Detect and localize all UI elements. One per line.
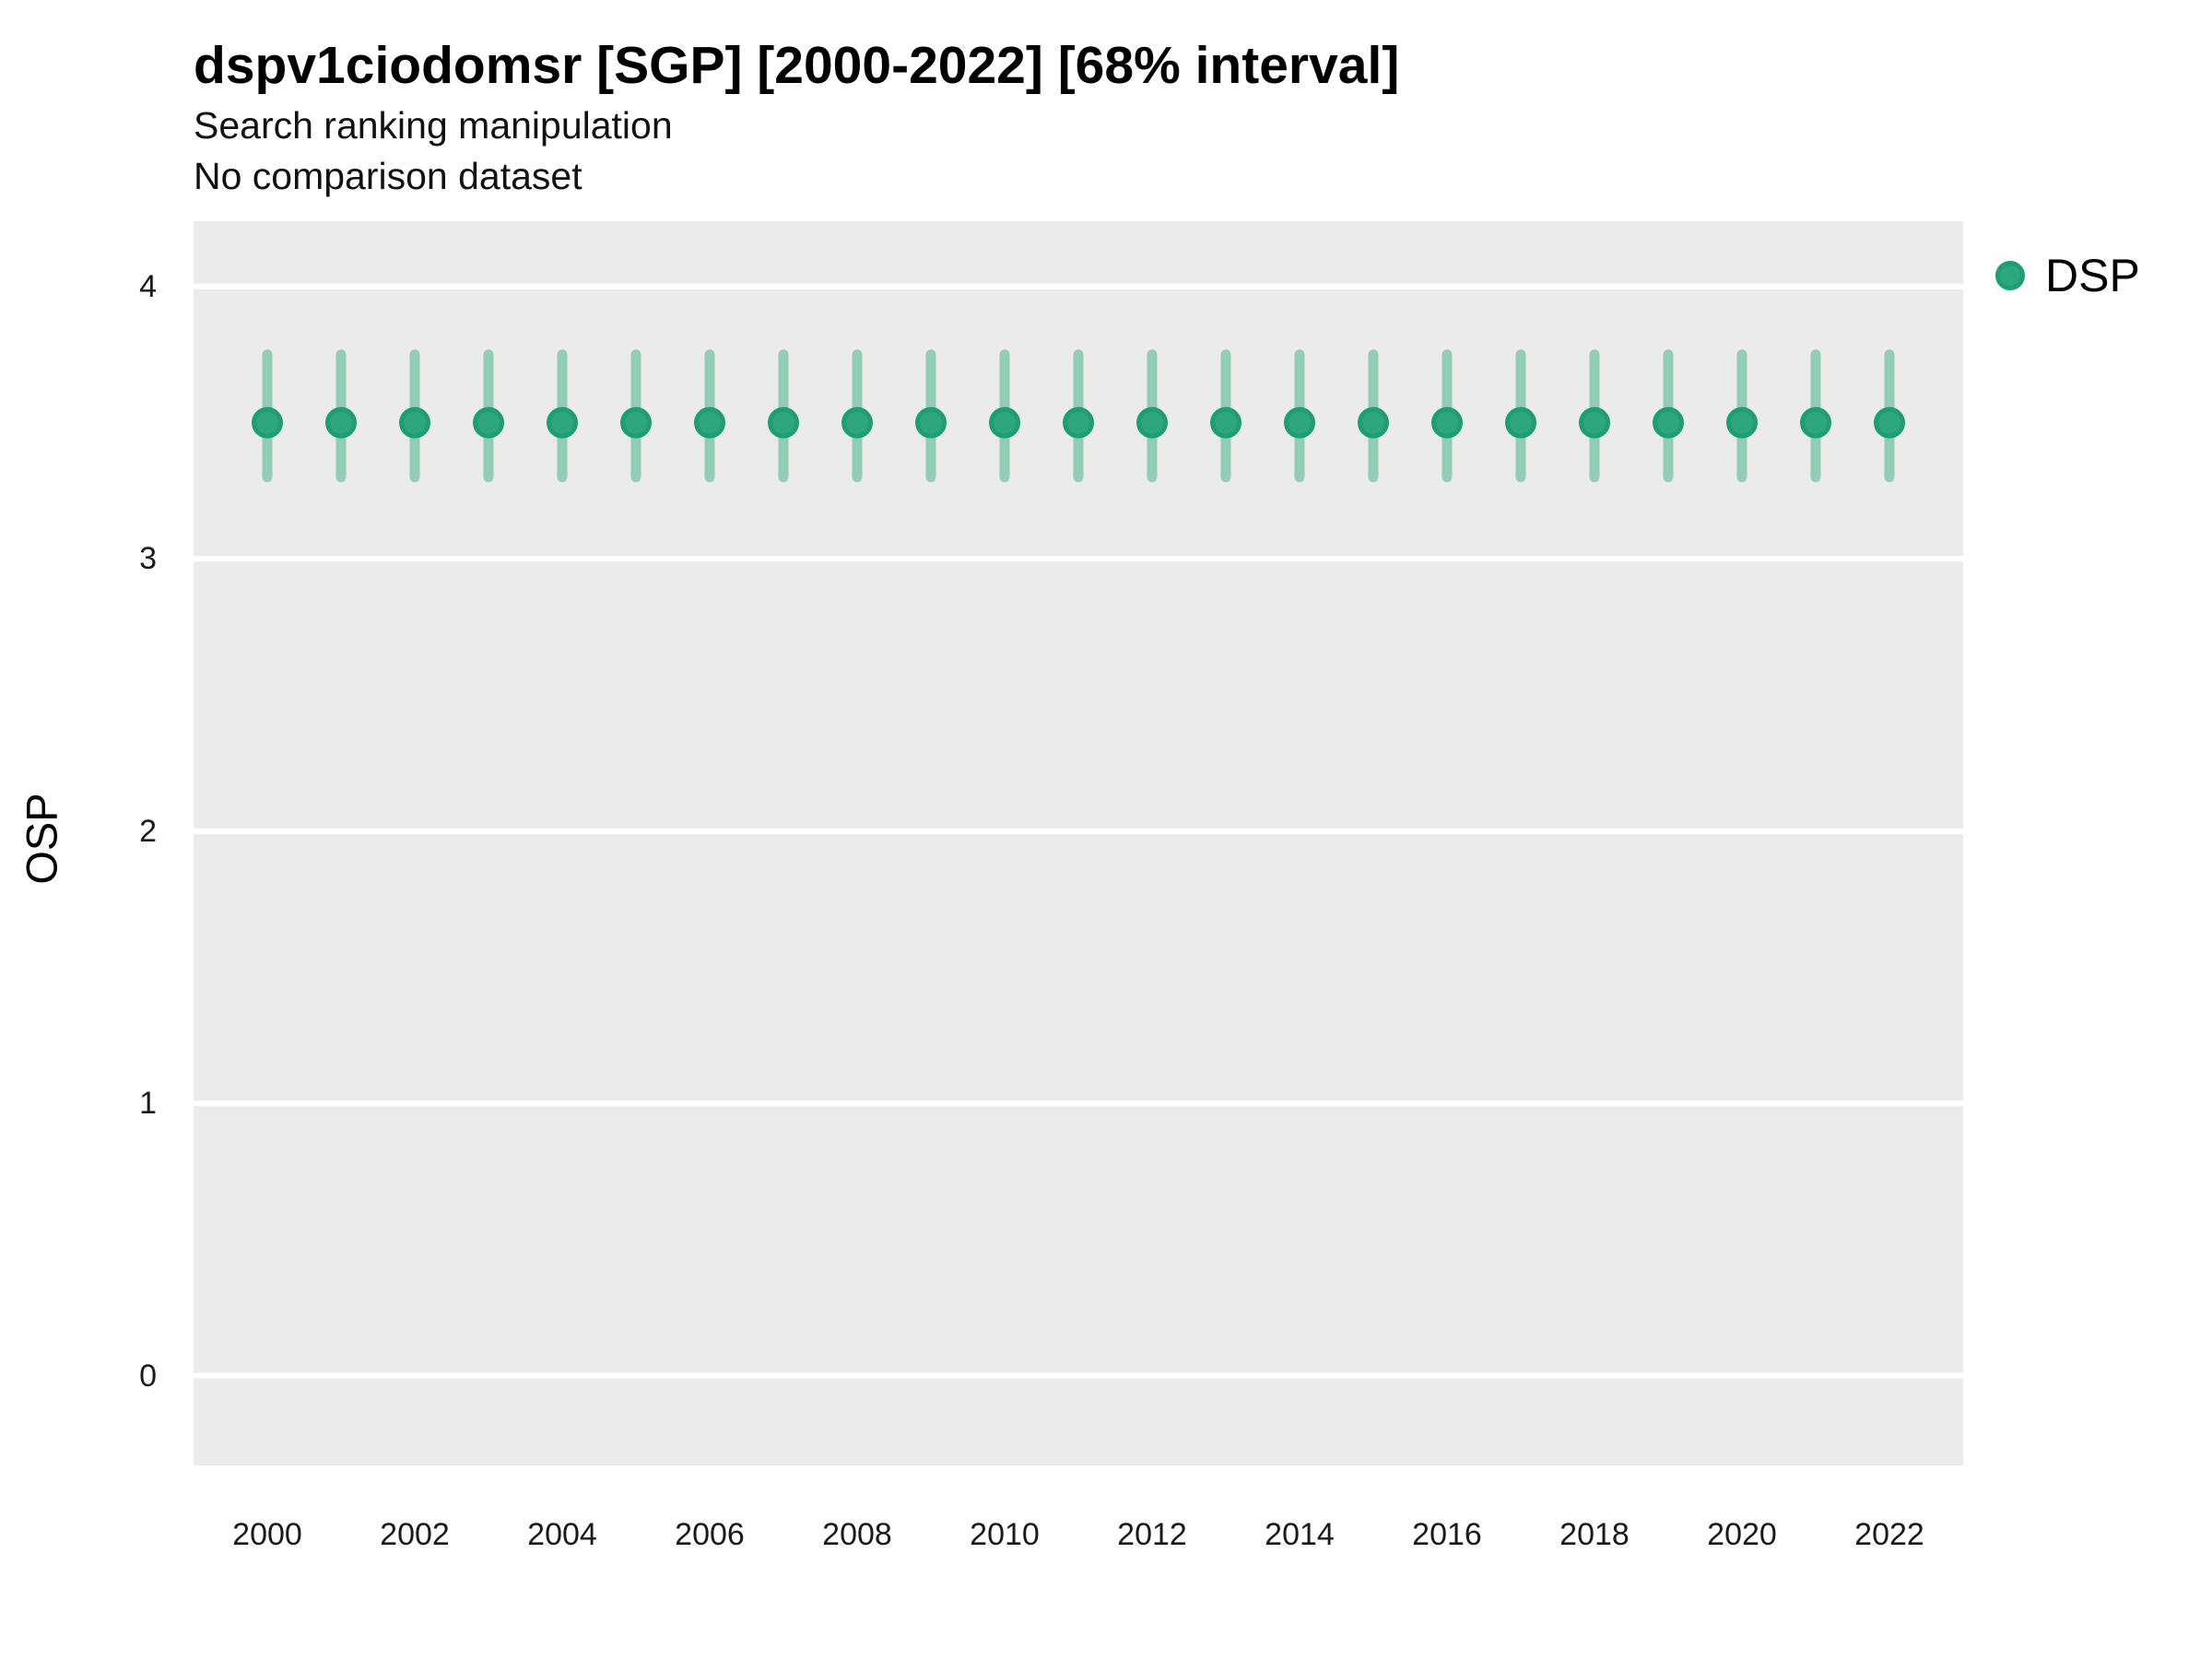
point-marker xyxy=(1800,406,1831,439)
point-marker xyxy=(1284,406,1315,439)
point-marker xyxy=(1136,406,1168,439)
y-tick-label: 1 xyxy=(139,1086,157,1122)
point-marker xyxy=(473,406,504,439)
point-marker xyxy=(620,406,652,439)
x-tick-label: 2008 xyxy=(822,1517,892,1552)
point-marker xyxy=(1431,406,1463,439)
x-tick-label: 2018 xyxy=(1559,1517,1630,1552)
y-tick-label: 4 xyxy=(139,268,157,304)
x-tick-label: 2000 xyxy=(232,1517,302,1552)
x-tick-label: 2020 xyxy=(1707,1517,1777,1552)
x-tick-label: 2014 xyxy=(1265,1517,1335,1552)
y-tick-label: 0 xyxy=(139,1358,157,1394)
point-marker xyxy=(1505,406,1536,439)
legend: DSP xyxy=(1995,249,2140,302)
legend-point-icon xyxy=(1995,261,2025,290)
point-marker xyxy=(989,406,1020,439)
chart-title: dspv1ciodomsr [SGP] [2000-2022] [68% int… xyxy=(194,36,1400,95)
x-tick-label: 2004 xyxy=(527,1517,597,1552)
chart-note: No comparison dataset xyxy=(194,155,582,197)
legend-label: DSP xyxy=(2045,250,2140,301)
chart-subtitle: Search ranking manipulation xyxy=(194,104,673,147)
x-tick-label: 2002 xyxy=(380,1517,450,1552)
x-tick-label: 2016 xyxy=(1412,1517,1482,1552)
point-marker xyxy=(768,406,799,439)
point-marker xyxy=(915,406,947,439)
x-tick-label: 2006 xyxy=(675,1517,745,1552)
plot-canvas xyxy=(194,283,1963,1379)
point-marker xyxy=(841,406,873,439)
point-marker xyxy=(1874,406,1905,439)
point-marker xyxy=(1063,406,1094,439)
point-marker xyxy=(694,406,725,439)
point-marker xyxy=(399,406,430,439)
point-marker xyxy=(1579,406,1610,439)
plot-panel xyxy=(194,221,1963,1465)
y-tick-label: 3 xyxy=(139,541,157,577)
point-marker xyxy=(547,406,578,439)
point-marker xyxy=(252,406,283,439)
point-marker xyxy=(1210,406,1241,439)
y-tick-label: 2 xyxy=(139,813,157,849)
x-tick-label: 2010 xyxy=(970,1517,1040,1552)
point-marker xyxy=(1358,406,1389,439)
x-tick-label: 2022 xyxy=(1854,1517,1924,1552)
point-marker xyxy=(325,406,357,439)
x-tick-label: 2012 xyxy=(1117,1517,1187,1552)
point-marker xyxy=(1653,406,1684,439)
point-marker xyxy=(1726,406,1758,439)
